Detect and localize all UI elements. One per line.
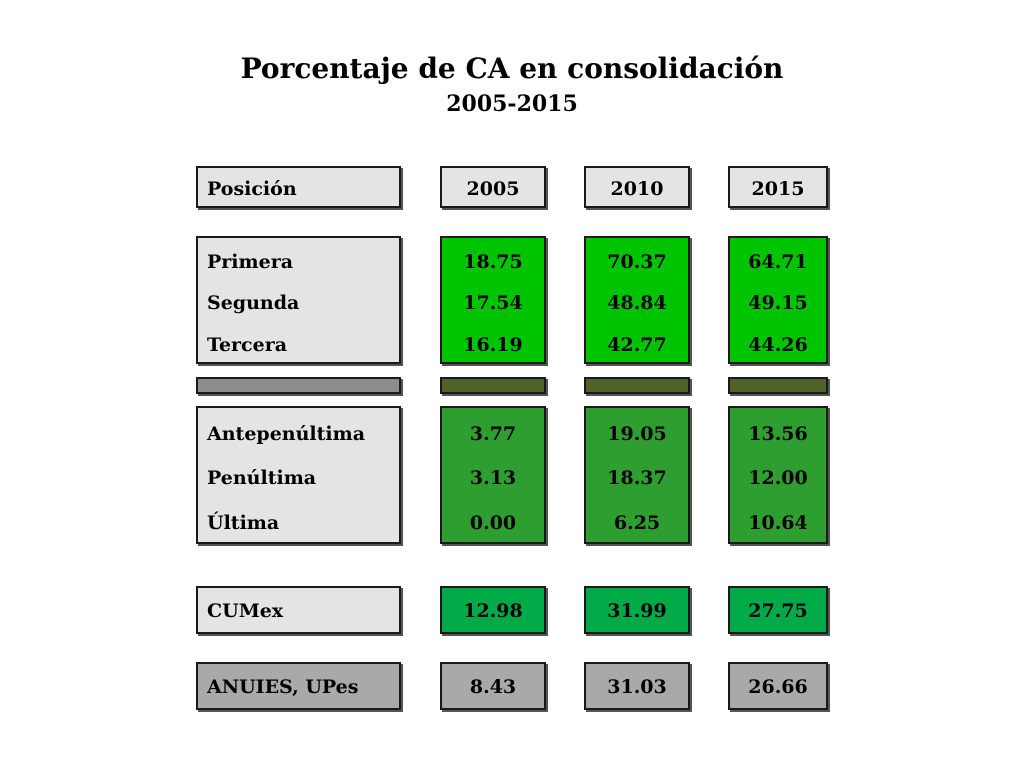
separator-label-bar — [196, 377, 401, 394]
value-antepenultima-2015: 13.56 — [748, 423, 808, 445]
value-tercera-2010: 42.77 — [607, 334, 667, 356]
top-group-label-box: Primera Segunda Tercera — [196, 236, 401, 364]
chart-title: Porcentaje de CA en consolidación — [240, 52, 784, 85]
value-cumex-2005: 12.98 — [463, 600, 523, 622]
separator-2010-bar — [584, 377, 690, 394]
header-year-2005: 2005 — [466, 178, 520, 200]
value-antepenultima-2010: 19.05 — [607, 423, 667, 445]
anuies-2005-box: 8.43 — [440, 662, 546, 710]
value-anuies-2010: 31.03 — [607, 676, 667, 698]
row-label-tercera: Tercera — [207, 334, 288, 356]
chart-subtitle: 2005-2015 — [446, 91, 578, 117]
value-cumex-2015: 27.75 — [748, 600, 808, 622]
row-label-segunda: Segunda — [207, 292, 300, 314]
value-segunda-2010: 48.84 — [607, 292, 667, 314]
anuies-2015-box: 26.66 — [728, 662, 828, 710]
row-label-ultima: Última — [207, 512, 280, 534]
bottom-group-2015-box: 13.56 12.00 10.64 — [728, 406, 828, 544]
header-label: Posición — [207, 178, 297, 200]
header-year-2015-box: 2015 — [728, 166, 828, 208]
separator-2015-bar — [728, 377, 828, 394]
value-antepenultima-2005: 3.77 — [469, 423, 517, 445]
value-tercera-2005: 16.19 — [463, 334, 523, 356]
separator-2005-bar — [440, 377, 546, 394]
value-cumex-2010: 31.99 — [607, 600, 667, 622]
value-segunda-2015: 49.15 — [748, 292, 808, 314]
row-label-anuies: ANUIES, UPes — [207, 676, 359, 698]
value-primera-2005: 18.75 — [463, 251, 523, 273]
value-ultima-2010: 6.25 — [613, 512, 661, 534]
header-year-2010-box: 2010 — [584, 166, 690, 208]
anuies-2010-box: 31.03 — [584, 662, 690, 710]
header-year-2010: 2010 — [610, 178, 664, 200]
value-primera-2010: 70.37 — [607, 251, 667, 273]
row-label-primera: Primera — [207, 251, 294, 273]
value-tercera-2015: 44.26 — [748, 334, 808, 356]
top-group-2015-box: 64.71 49.15 44.26 — [728, 236, 828, 364]
row-label-penultima: Penúltima — [207, 467, 317, 489]
row-label-cumex: CUMex — [207, 600, 284, 622]
value-anuies-2005: 8.43 — [469, 676, 517, 698]
value-primera-2015: 64.71 — [748, 251, 808, 273]
header-year-2015: 2015 — [751, 178, 805, 200]
cumex-2015-box: 27.75 — [728, 586, 828, 634]
row-label-antepenultima: Antepenúltima — [207, 423, 366, 445]
top-group-2005-box: 18.75 17.54 16.19 — [440, 236, 546, 364]
value-penultima-2005: 3.13 — [469, 467, 517, 489]
cumex-2005-box: 12.98 — [440, 586, 546, 634]
header-year-2005-box: 2005 — [440, 166, 546, 208]
cumex-2010-box: 31.99 — [584, 586, 690, 634]
top-group-2010-box: 70.37 48.84 42.77 — [584, 236, 690, 364]
value-penultima-2010: 18.37 — [607, 467, 667, 489]
value-penultima-2015: 12.00 — [748, 467, 808, 489]
value-ultima-2015: 10.64 — [748, 512, 808, 534]
bottom-group-2005-box: 3.77 3.13 0.00 — [440, 406, 546, 544]
header-label-box: Posición — [196, 166, 401, 208]
value-anuies-2015: 26.66 — [748, 676, 808, 698]
bottom-group-2010-box: 19.05 18.37 6.25 — [584, 406, 690, 544]
value-ultima-2005: 0.00 — [469, 512, 517, 534]
value-segunda-2005: 17.54 — [463, 292, 523, 314]
bottom-group-label-box: Antepenúltima Penúltima Última — [196, 406, 401, 544]
anuies-label-box: ANUIES, UPes — [196, 662, 401, 710]
cumex-label-box: CUMex — [196, 586, 401, 634]
